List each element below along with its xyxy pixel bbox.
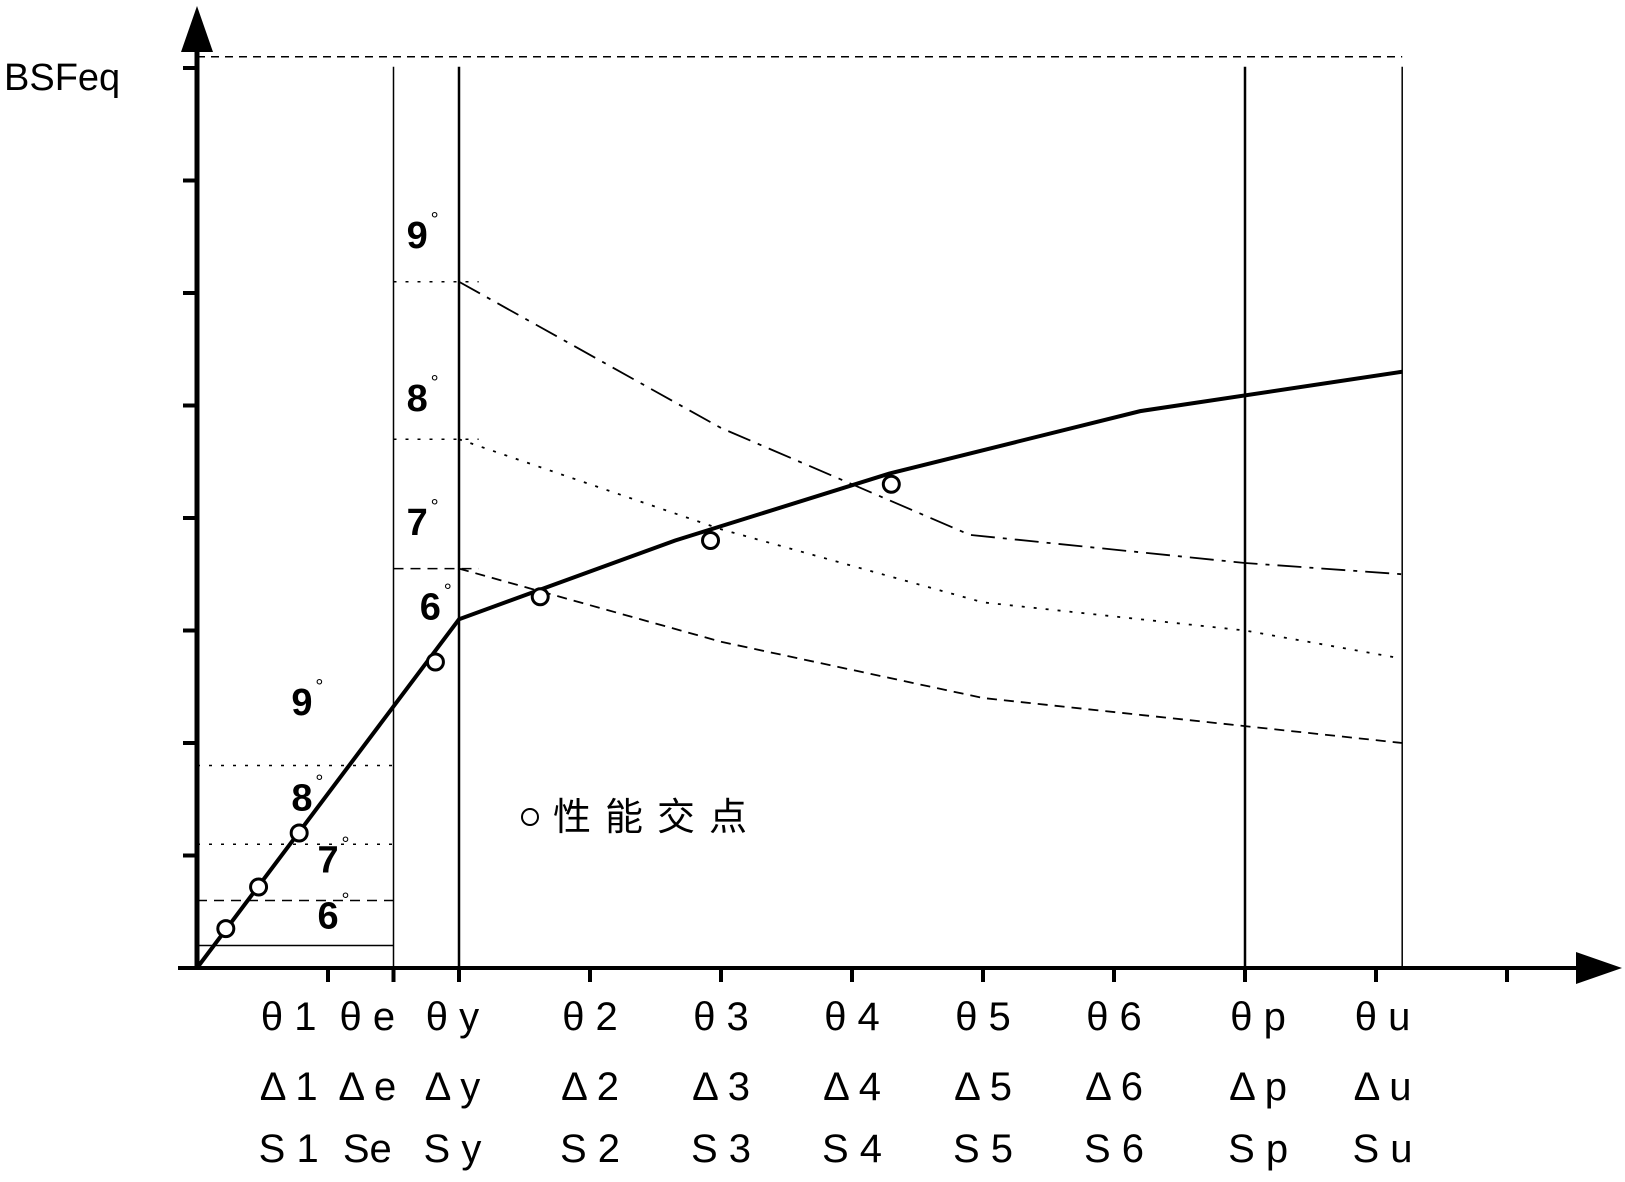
intersection-point xyxy=(703,533,719,549)
x-tick-label-theta: θ 4 xyxy=(824,995,880,1039)
x-tick-label-s: S y xyxy=(424,1127,482,1171)
degree-symbol: ° xyxy=(431,496,439,518)
legend: 性能交点 xyxy=(522,797,761,839)
x-tick-label-theta: θ y xyxy=(426,995,479,1039)
intersection-point xyxy=(532,589,548,605)
x-tick-label-delta: Δ u xyxy=(1354,1065,1412,1109)
x-tick-label-s: S u xyxy=(1353,1127,1413,1171)
angle-label: 9 xyxy=(407,215,428,257)
intersection-point xyxy=(218,921,234,937)
angle-label: 7 xyxy=(318,839,339,881)
x-tick-label-delta: Δ 3 xyxy=(692,1065,750,1109)
intersection-point xyxy=(291,825,307,841)
axis-ticks xyxy=(183,68,1507,982)
intersection-point xyxy=(883,476,899,492)
x-tick-label-delta: Δ 4 xyxy=(823,1065,881,1109)
x-tick-label-s: S 2 xyxy=(560,1127,620,1171)
angle-label: 9 xyxy=(291,682,312,724)
angle-label: 7 xyxy=(407,502,428,544)
degree-symbol: ° xyxy=(431,209,439,231)
x-tick-label-theta: θ 3 xyxy=(693,995,749,1039)
x-axis-arrow xyxy=(1576,952,1622,984)
x-tick-label-theta: θ 5 xyxy=(955,995,1011,1039)
angle-label: 8 xyxy=(291,778,312,820)
x-tick-label-delta: Δ 6 xyxy=(1085,1065,1143,1109)
series-dashdot-line xyxy=(459,282,1402,575)
x-tick-labels: θ 1 Δ 1 S 1 θ e Δ e Se θ y Δ y S y θ 2 Δ 2 S 2 θ 3 Δ … xyxy=(259,995,1413,1171)
degree-symbol: ° xyxy=(315,676,323,698)
x-tick-label-s: S 5 xyxy=(953,1127,1013,1171)
degree-symbol: ° xyxy=(315,772,323,794)
x-tick-label-theta: θ e xyxy=(339,995,395,1039)
series-dashed-line xyxy=(459,569,1402,743)
angle-annotations: 9°8°7°6°9°8°7°6° xyxy=(291,209,451,938)
intersection-point xyxy=(427,654,443,670)
y-axis-arrow xyxy=(181,6,213,52)
x-tick-label-theta: θ 6 xyxy=(1086,995,1142,1039)
intersection-point xyxy=(251,879,267,895)
x-tick-label-s: S 1 xyxy=(259,1127,319,1171)
legend-label: 性能交点 xyxy=(553,797,761,839)
x-tick-label-delta: Δ 5 xyxy=(954,1065,1012,1109)
x-tick-label-delta: Δ y xyxy=(425,1065,481,1109)
x-tick-label-s: Se xyxy=(343,1127,392,1171)
x-tick-label-delta: Δ 1 xyxy=(260,1065,318,1109)
x-tick-label-theta: θ 1 xyxy=(261,995,317,1039)
angle-label: 8 xyxy=(407,378,428,420)
x-tick-label-theta: θ 2 xyxy=(562,995,618,1039)
x-tick-label-s: S 3 xyxy=(691,1127,751,1171)
x-tick-label-delta: Δ p xyxy=(1229,1065,1287,1109)
degree-symbol: ° xyxy=(431,372,439,394)
y-axis-label: BSFeq xyxy=(4,57,120,99)
x-tick-label-theta: θ p xyxy=(1230,995,1286,1039)
reference-lines xyxy=(197,57,1402,968)
degree-symbol: ° xyxy=(342,833,350,855)
angle-label: 6 xyxy=(420,586,441,628)
x-tick-label-s: S 4 xyxy=(822,1127,882,1171)
degree-symbol: ° xyxy=(342,890,350,912)
axes: BSFeq xyxy=(4,6,1622,984)
series-lines xyxy=(197,282,1402,968)
series-dotted-line xyxy=(459,439,1402,658)
legend-symbol xyxy=(522,809,538,825)
x-tick-label-s: S p xyxy=(1228,1127,1288,1171)
x-tick-label-delta: Δ 2 xyxy=(561,1065,619,1109)
x-tick-label-s: S 6 xyxy=(1084,1127,1144,1171)
x-tick-label-theta: θ u xyxy=(1355,995,1411,1039)
angle-label: 6 xyxy=(318,896,339,938)
degree-symbol: ° xyxy=(444,580,452,602)
x-tick-label-delta: Δ e xyxy=(338,1065,396,1109)
